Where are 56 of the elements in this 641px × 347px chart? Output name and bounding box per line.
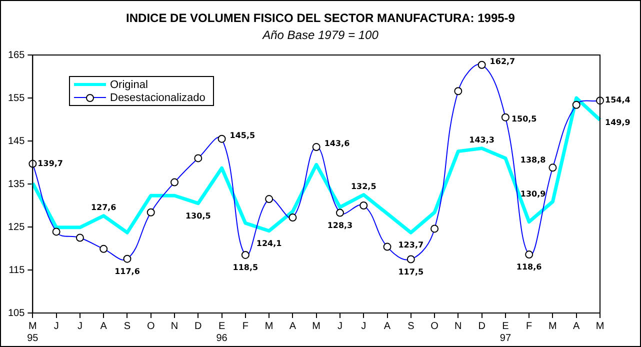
- data-label: 118,6: [516, 262, 542, 272]
- data-label: 130,9: [520, 190, 546, 199]
- y-tick-label: 165: [8, 50, 26, 61]
- x-tick-label: J: [361, 320, 366, 332]
- x-tick-label: J: [337, 320, 342, 332]
- x-tick-label: F: [526, 320, 532, 332]
- data-label: 143,6: [324, 139, 350, 148]
- data-label: 118,5: [232, 263, 259, 272]
- y-tick-label: 145: [8, 136, 26, 147]
- data-label: 117,6: [114, 266, 140, 276]
- x-tick-label: D: [194, 320, 202, 332]
- data-label: 128,3: [327, 220, 353, 230]
- x-tick-label: O: [430, 320, 439, 332]
- x-tick-label: D: [478, 320, 486, 332]
- x-tick-label: M 95: [27, 320, 39, 344]
- y-tick-label: 135: [8, 178, 26, 190]
- x-tick-label: E 96: [216, 320, 228, 344]
- chart-title: INDICE DE VOLUMEN FISICO DEL SECTOR MANUFACTURA: 1995-9: [125, 11, 516, 25]
- data-label: 130,5: [185, 211, 212, 220]
- x-tick-label: M: [548, 320, 557, 332]
- x-tick-label: S: [124, 320, 131, 332]
- x-tick-label: M: [312, 320, 321, 332]
- x-tick-label: M: [596, 320, 604, 332]
- y-tick-label: 115: [8, 264, 26, 276]
- x-tick-label: A: [289, 320, 296, 332]
- x-tick-label: E 97: [500, 320, 512, 344]
- data-label: 149,9: [605, 118, 631, 128]
- data-label: 154,4: [605, 96, 631, 105]
- y-tick-label: 125: [8, 222, 26, 233]
- chart-subtitle: Año Base 1979 = 100: [261, 28, 380, 42]
- data-label: 162,7: [490, 56, 516, 66]
- data-label: 150,5: [511, 114, 538, 124]
- data-label: 143,3: [469, 135, 494, 144]
- data-label: 124,1: [256, 238, 282, 248]
- data-label: 117,5: [398, 267, 424, 276]
- x-tick-label: M: [264, 320, 274, 332]
- x-tick-label: F: [242, 320, 248, 332]
- x-tick-label: J: [77, 320, 82, 332]
- x-tick-label: A: [573, 320, 580, 332]
- x-tick-label: S: [408, 320, 415, 332]
- legend-label: Original: [110, 78, 148, 90]
- data-label: 145,5: [230, 130, 256, 140]
- data-label: 139,7: [38, 158, 63, 168]
- x-tick-label: O: [146, 320, 155, 332]
- y-tick-label: 105: [8, 308, 26, 319]
- data-label: 138,8: [520, 156, 546, 165]
- y-tick-label: 155: [8, 92, 26, 104]
- x-tick-label: A: [384, 320, 391, 332]
- data-label: 132,5: [350, 182, 377, 191]
- data-label: 123,7: [398, 240, 424, 250]
- data-label: 127,6: [90, 202, 117, 212]
- x-tick-label: N: [170, 320, 178, 332]
- legend-label: Desestacionalizado: [110, 92, 206, 104]
- x-tick-label: J: [54, 320, 59, 332]
- x-tick-label: N: [454, 320, 462, 332]
- x-tick-label: A: [100, 320, 108, 332]
